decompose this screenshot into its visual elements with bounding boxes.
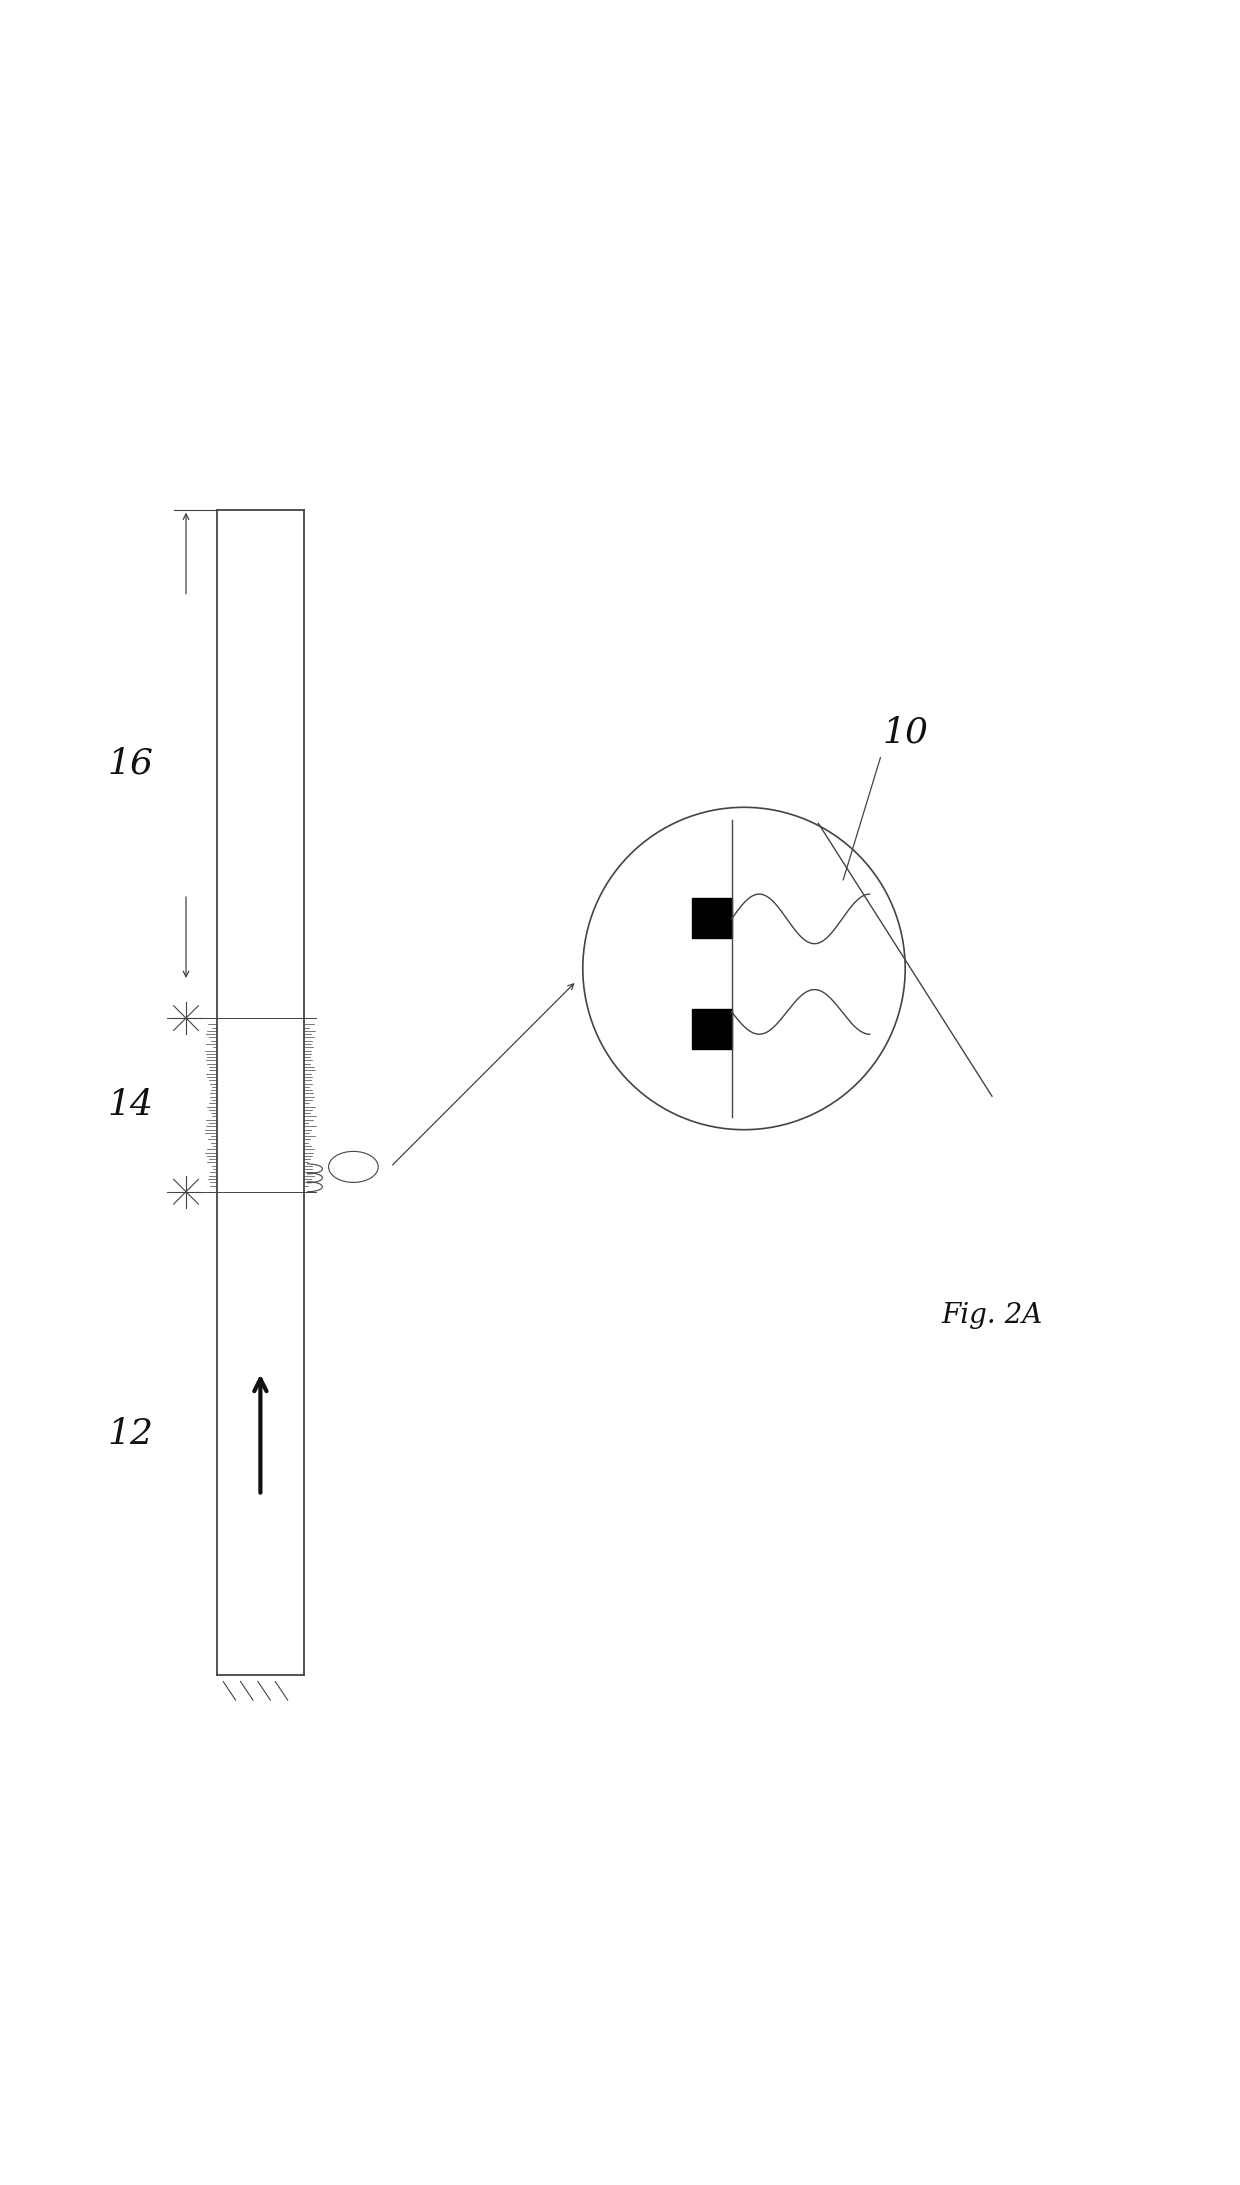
Bar — [692, 1009, 732, 1049]
Text: Fig. 2A: Fig. 2A — [941, 1302, 1043, 1328]
Bar — [692, 898, 732, 937]
Text: 10: 10 — [882, 717, 929, 749]
Text: 16: 16 — [107, 747, 154, 780]
Text: 14: 14 — [107, 1088, 154, 1121]
Text: 12: 12 — [107, 1416, 154, 1451]
